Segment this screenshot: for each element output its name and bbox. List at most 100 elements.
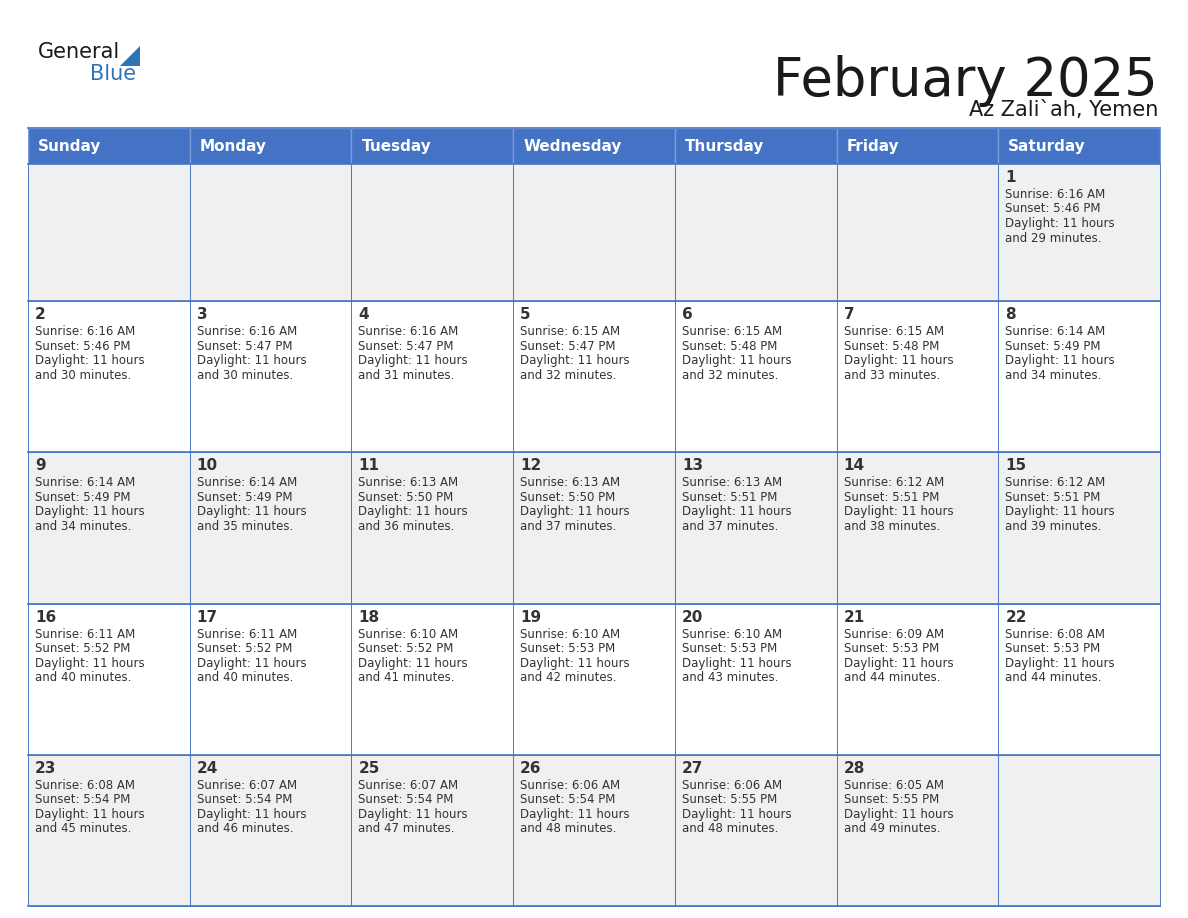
Bar <box>675 164 836 301</box>
Text: and 44 minutes.: and 44 minutes. <box>843 671 940 684</box>
Text: Sunrise: 6:14 AM: Sunrise: 6:14 AM <box>34 476 135 489</box>
Bar <box>998 755 1159 906</box>
Text: and 34 minutes.: and 34 minutes. <box>34 520 132 533</box>
Text: Daylight: 11 hours: Daylight: 11 hours <box>520 808 630 821</box>
Text: and 47 minutes.: and 47 minutes. <box>359 823 455 835</box>
Bar <box>513 755 675 906</box>
Text: and 48 minutes.: and 48 minutes. <box>520 823 617 835</box>
Text: and 39 minutes.: and 39 minutes. <box>1005 520 1101 533</box>
Text: Sunset: 5:48 PM: Sunset: 5:48 PM <box>682 340 777 353</box>
Text: and 30 minutes.: and 30 minutes. <box>197 369 293 382</box>
Text: Daylight: 11 hours: Daylight: 11 hours <box>1005 656 1114 669</box>
Polygon shape <box>120 46 140 66</box>
Text: Sunrise: 6:08 AM: Sunrise: 6:08 AM <box>1005 628 1105 641</box>
Text: and 36 minutes.: and 36 minutes. <box>359 520 455 533</box>
Bar <box>29 604 190 755</box>
Text: Sunset: 5:51 PM: Sunset: 5:51 PM <box>843 491 939 504</box>
Text: Daylight: 11 hours: Daylight: 11 hours <box>520 506 630 519</box>
Text: Sunset: 5:46 PM: Sunset: 5:46 PM <box>34 340 131 353</box>
Text: and 35 minutes.: and 35 minutes. <box>197 520 293 533</box>
Bar <box>352 164 513 301</box>
Text: Sunset: 5:53 PM: Sunset: 5:53 PM <box>1005 642 1100 655</box>
Text: Daylight: 11 hours: Daylight: 11 hours <box>1005 354 1114 367</box>
Bar <box>352 755 513 906</box>
Text: 19: 19 <box>520 610 542 624</box>
Text: Sunrise: 6:08 AM: Sunrise: 6:08 AM <box>34 778 135 792</box>
Text: 5: 5 <box>520 308 531 322</box>
Text: Sunset: 5:53 PM: Sunset: 5:53 PM <box>520 642 615 655</box>
Bar <box>836 128 998 164</box>
Bar <box>190 453 352 604</box>
Text: Tuesday: Tuesday <box>361 139 431 153</box>
Text: 24: 24 <box>197 761 219 776</box>
Text: Daylight: 11 hours: Daylight: 11 hours <box>34 354 145 367</box>
Text: 27: 27 <box>682 761 703 776</box>
Text: and 49 minutes.: and 49 minutes. <box>843 823 940 835</box>
Text: 17: 17 <box>197 610 217 624</box>
Text: Daylight: 11 hours: Daylight: 11 hours <box>359 808 468 821</box>
Bar <box>29 755 190 906</box>
Text: and 40 minutes.: and 40 minutes. <box>197 671 293 684</box>
Text: Sunrise: 6:16 AM: Sunrise: 6:16 AM <box>197 325 297 338</box>
Text: Blue: Blue <box>90 64 137 84</box>
Text: and 30 minutes.: and 30 minutes. <box>34 369 131 382</box>
Bar <box>29 164 190 301</box>
Text: 14: 14 <box>843 458 865 474</box>
Text: 28: 28 <box>843 761 865 776</box>
Text: 7: 7 <box>843 308 854 322</box>
Text: 18: 18 <box>359 610 379 624</box>
Bar <box>513 128 675 164</box>
Text: and 42 minutes.: and 42 minutes. <box>520 671 617 684</box>
Text: 6: 6 <box>682 308 693 322</box>
Text: 15: 15 <box>1005 458 1026 474</box>
Text: Sunset: 5:53 PM: Sunset: 5:53 PM <box>682 642 777 655</box>
Text: Daylight: 11 hours: Daylight: 11 hours <box>843 354 953 367</box>
Bar <box>513 453 675 604</box>
Text: Sunset: 5:49 PM: Sunset: 5:49 PM <box>197 491 292 504</box>
Text: Sunset: 5:50 PM: Sunset: 5:50 PM <box>359 491 454 504</box>
Bar <box>513 604 675 755</box>
Bar <box>675 755 836 906</box>
Text: 4: 4 <box>359 308 369 322</box>
Text: Daylight: 11 hours: Daylight: 11 hours <box>359 506 468 519</box>
Text: Wednesday: Wednesday <box>523 139 621 153</box>
Text: Az Zali`ah, Yemen: Az Zali`ah, Yemen <box>968 100 1158 120</box>
Text: Daylight: 11 hours: Daylight: 11 hours <box>682 656 791 669</box>
Text: Sunset: 5:54 PM: Sunset: 5:54 PM <box>34 793 131 806</box>
Text: Sunset: 5:51 PM: Sunset: 5:51 PM <box>1005 491 1100 504</box>
Bar <box>352 128 513 164</box>
Text: Sunrise: 6:13 AM: Sunrise: 6:13 AM <box>359 476 459 489</box>
Text: and 40 minutes.: and 40 minutes. <box>34 671 132 684</box>
Text: and 38 minutes.: and 38 minutes. <box>843 520 940 533</box>
Bar <box>190 755 352 906</box>
Text: Daylight: 11 hours: Daylight: 11 hours <box>520 656 630 669</box>
Text: 9: 9 <box>34 458 45 474</box>
Text: Daylight: 11 hours: Daylight: 11 hours <box>34 808 145 821</box>
Bar <box>998 128 1159 164</box>
Bar <box>190 604 352 755</box>
Text: Sunset: 5:49 PM: Sunset: 5:49 PM <box>1005 340 1101 353</box>
Text: and 32 minutes.: and 32 minutes. <box>520 369 617 382</box>
Text: Sunrise: 6:15 AM: Sunrise: 6:15 AM <box>520 325 620 338</box>
Text: Daylight: 11 hours: Daylight: 11 hours <box>197 506 307 519</box>
Text: Sunrise: 6:14 AM: Sunrise: 6:14 AM <box>197 476 297 489</box>
Text: 8: 8 <box>1005 308 1016 322</box>
Text: Thursday: Thursday <box>684 139 764 153</box>
Text: Sunrise: 6:10 AM: Sunrise: 6:10 AM <box>359 628 459 641</box>
Bar <box>190 164 352 301</box>
Bar <box>513 164 675 301</box>
Text: 25: 25 <box>359 761 380 776</box>
Text: Sunset: 5:46 PM: Sunset: 5:46 PM <box>1005 203 1101 216</box>
Text: Daylight: 11 hours: Daylight: 11 hours <box>34 506 145 519</box>
Text: Sunrise: 6:11 AM: Sunrise: 6:11 AM <box>197 628 297 641</box>
Text: and 43 minutes.: and 43 minutes. <box>682 671 778 684</box>
Text: and 37 minutes.: and 37 minutes. <box>520 520 617 533</box>
Text: Sunrise: 6:13 AM: Sunrise: 6:13 AM <box>682 476 782 489</box>
Bar <box>29 453 190 604</box>
Text: Sunset: 5:53 PM: Sunset: 5:53 PM <box>843 642 939 655</box>
Bar <box>836 755 998 906</box>
Text: Daylight: 11 hours: Daylight: 11 hours <box>1005 217 1114 230</box>
Text: and 45 minutes.: and 45 minutes. <box>34 823 132 835</box>
Text: Sunset: 5:49 PM: Sunset: 5:49 PM <box>34 491 131 504</box>
Text: and 33 minutes.: and 33 minutes. <box>843 369 940 382</box>
